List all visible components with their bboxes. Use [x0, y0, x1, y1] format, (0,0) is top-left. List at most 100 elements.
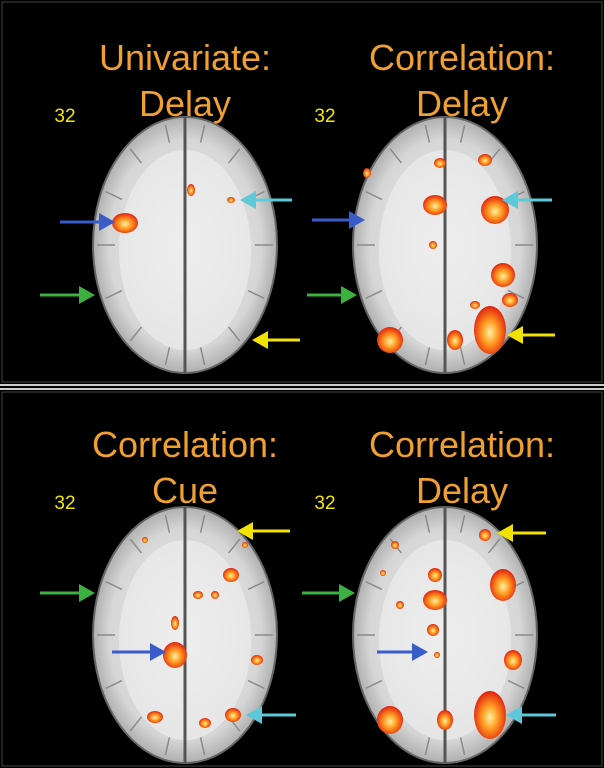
activation — [363, 168, 371, 178]
activation — [227, 197, 235, 203]
activation — [199, 718, 211, 728]
sulcus — [365, 289, 383, 300]
sulcus — [424, 514, 431, 533]
arrow-head — [502, 191, 518, 209]
activation — [434, 652, 440, 658]
activation — [112, 213, 138, 233]
panel-title: Delay — [139, 83, 231, 124]
activation — [211, 591, 219, 599]
arrow-head — [240, 191, 256, 209]
bottom-frame — [1, 391, 603, 767]
activation — [225, 708, 241, 722]
arrow-head — [150, 643, 166, 661]
sulcus — [105, 679, 123, 690]
activation — [147, 711, 163, 723]
sulcus — [247, 679, 265, 690]
panel-title: Correlation: — [92, 424, 278, 465]
activation — [251, 655, 263, 665]
activation — [396, 601, 404, 609]
sulcus — [199, 514, 206, 533]
sulcus — [365, 580, 383, 591]
arrow-head — [237, 522, 253, 540]
arrow-head — [246, 706, 262, 724]
slice-number: 32 — [314, 106, 335, 127]
sulcus — [507, 289, 525, 300]
arrow-head — [341, 286, 357, 304]
arrow-head — [99, 213, 115, 231]
activation — [242, 542, 248, 548]
activation — [223, 568, 239, 582]
sulcus — [199, 737, 206, 756]
arrow-head — [497, 524, 513, 542]
activation — [502, 293, 518, 307]
slice-number: 32 — [54, 106, 75, 127]
panel: Correlation: Delay 32 — [302, 424, 556, 764]
sulcus — [507, 679, 525, 690]
sulcus — [228, 148, 241, 164]
sulcus — [105, 190, 123, 201]
activation — [171, 616, 179, 630]
sulcus — [228, 538, 241, 554]
panel: Correlation: Cue 32 — [40, 424, 296, 764]
arrow-head — [507, 326, 523, 344]
sulcus — [105, 580, 123, 591]
arrow-head — [506, 706, 522, 724]
activation — [490, 569, 516, 601]
panel-title: Delay — [416, 83, 508, 124]
top-frame — [1, 1, 603, 383]
activation — [479, 529, 491, 541]
sulcus — [199, 124, 206, 143]
activation — [474, 306, 506, 354]
panels: Univariate:Delay32Correlation:Delay32Cor… — [40, 37, 556, 764]
sulcus — [199, 347, 206, 366]
arrow-head — [349, 211, 365, 229]
sulcus — [424, 737, 431, 756]
sulcus — [105, 289, 123, 300]
panel-title: Correlation: — [369, 37, 555, 78]
activation — [377, 706, 403, 734]
activation — [187, 184, 195, 196]
sulcus — [129, 538, 142, 554]
sulcus — [164, 347, 171, 366]
sulcus — [247, 289, 265, 300]
sulcus — [459, 124, 466, 143]
activation — [142, 537, 148, 543]
sulcus — [129, 716, 142, 732]
arrow-head — [339, 584, 355, 602]
activation — [163, 642, 187, 668]
sulcus — [247, 580, 265, 591]
activation — [491, 263, 515, 287]
sulcus — [164, 737, 171, 756]
arrow-head — [79, 584, 95, 602]
panel: Correlation: Delay 32 — [307, 37, 555, 374]
panel-title: Univariate: — [99, 37, 271, 78]
activation — [474, 691, 506, 739]
panel: Univariate: Delay 32 — [40, 37, 300, 374]
panel-title: Correlation: — [369, 424, 555, 465]
activation — [423, 590, 447, 610]
activation — [380, 570, 386, 576]
activation — [434, 158, 446, 168]
sulcus — [164, 514, 171, 533]
sulcus — [164, 124, 171, 143]
sulcus — [459, 737, 466, 756]
activation — [423, 195, 447, 215]
activation — [427, 624, 439, 636]
activation — [428, 568, 442, 582]
panel-title: Delay — [416, 470, 508, 511]
panel-title: Cue — [152, 470, 218, 511]
sulcus — [424, 124, 431, 143]
sulcus — [228, 326, 241, 342]
sulcus — [365, 679, 383, 690]
sulcus — [488, 538, 501, 554]
sulcus — [389, 148, 402, 164]
arrow-head — [252, 331, 268, 349]
sulcus — [424, 347, 431, 366]
sulcus — [365, 190, 383, 201]
arrow-head — [412, 643, 428, 661]
sulcus — [129, 326, 142, 342]
activation — [437, 710, 453, 730]
activation — [478, 154, 492, 166]
sulcus — [459, 514, 466, 533]
